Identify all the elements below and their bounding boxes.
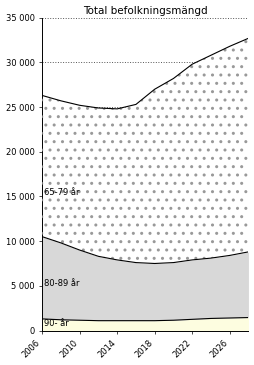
Text: 65-79 år: 65-79 år xyxy=(44,188,80,197)
Title: Total befolkningsmängd: Total befolkningsmängd xyxy=(83,5,208,16)
Text: 90- år: 90- år xyxy=(44,319,69,328)
Text: 80-89 år: 80-89 år xyxy=(44,279,80,288)
